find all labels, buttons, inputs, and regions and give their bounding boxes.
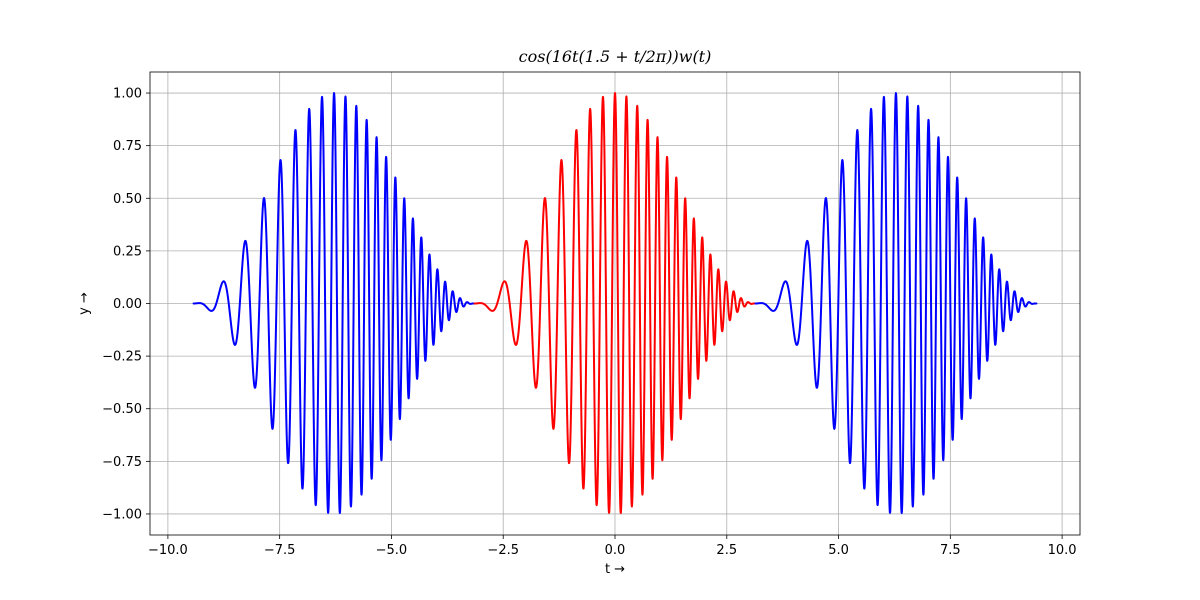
y-axis: −1.00 −0.75 −0.50 −0.25 0.00 0.25 0.50 0.75 1.00 [102, 87, 150, 522]
x-tick-label: −5.0 [376, 543, 408, 558]
y-tick-label: −1.00 [102, 507, 142, 522]
x-tick-label: −7.5 [264, 543, 296, 558]
x-axis-label: t → [605, 562, 625, 577]
y-tick-label: 1.00 [113, 87, 142, 102]
y-tick-label: −0.75 [102, 455, 142, 470]
x-tick-label: 7.5 [940, 543, 961, 558]
chart-title: cos(16t(1.5 + t/2π))w(t) [519, 47, 712, 66]
series-line-2 [473, 92, 757, 514]
series-layer [192, 92, 1038, 514]
y-tick-label: 0.00 [113, 297, 142, 312]
x-tick-label: 2.5 [716, 543, 737, 558]
x-tick-label: −2.5 [487, 543, 519, 558]
x-tick-label: 0.0 [605, 543, 626, 558]
x-axis: −10.0 −7.5 −5.0 −2.5 0.0 2.5 5.0 7.5 10.0 [148, 535, 1077, 558]
series-line-1 [192, 92, 476, 514]
x-tick-label: 10.0 [1048, 543, 1077, 558]
series-line-3 [754, 92, 1038, 514]
y-axis-label: y → [77, 292, 92, 315]
x-tick-label: −10.0 [148, 543, 188, 558]
y-tick-label: −0.50 [102, 402, 142, 417]
y-tick-label: 0.50 [113, 192, 142, 207]
y-tick-label: 0.25 [113, 244, 142, 259]
y-tick-label: 0.75 [113, 139, 142, 154]
y-tick-label: −0.25 [102, 350, 142, 365]
x-tick-label: 5.0 [828, 543, 849, 558]
